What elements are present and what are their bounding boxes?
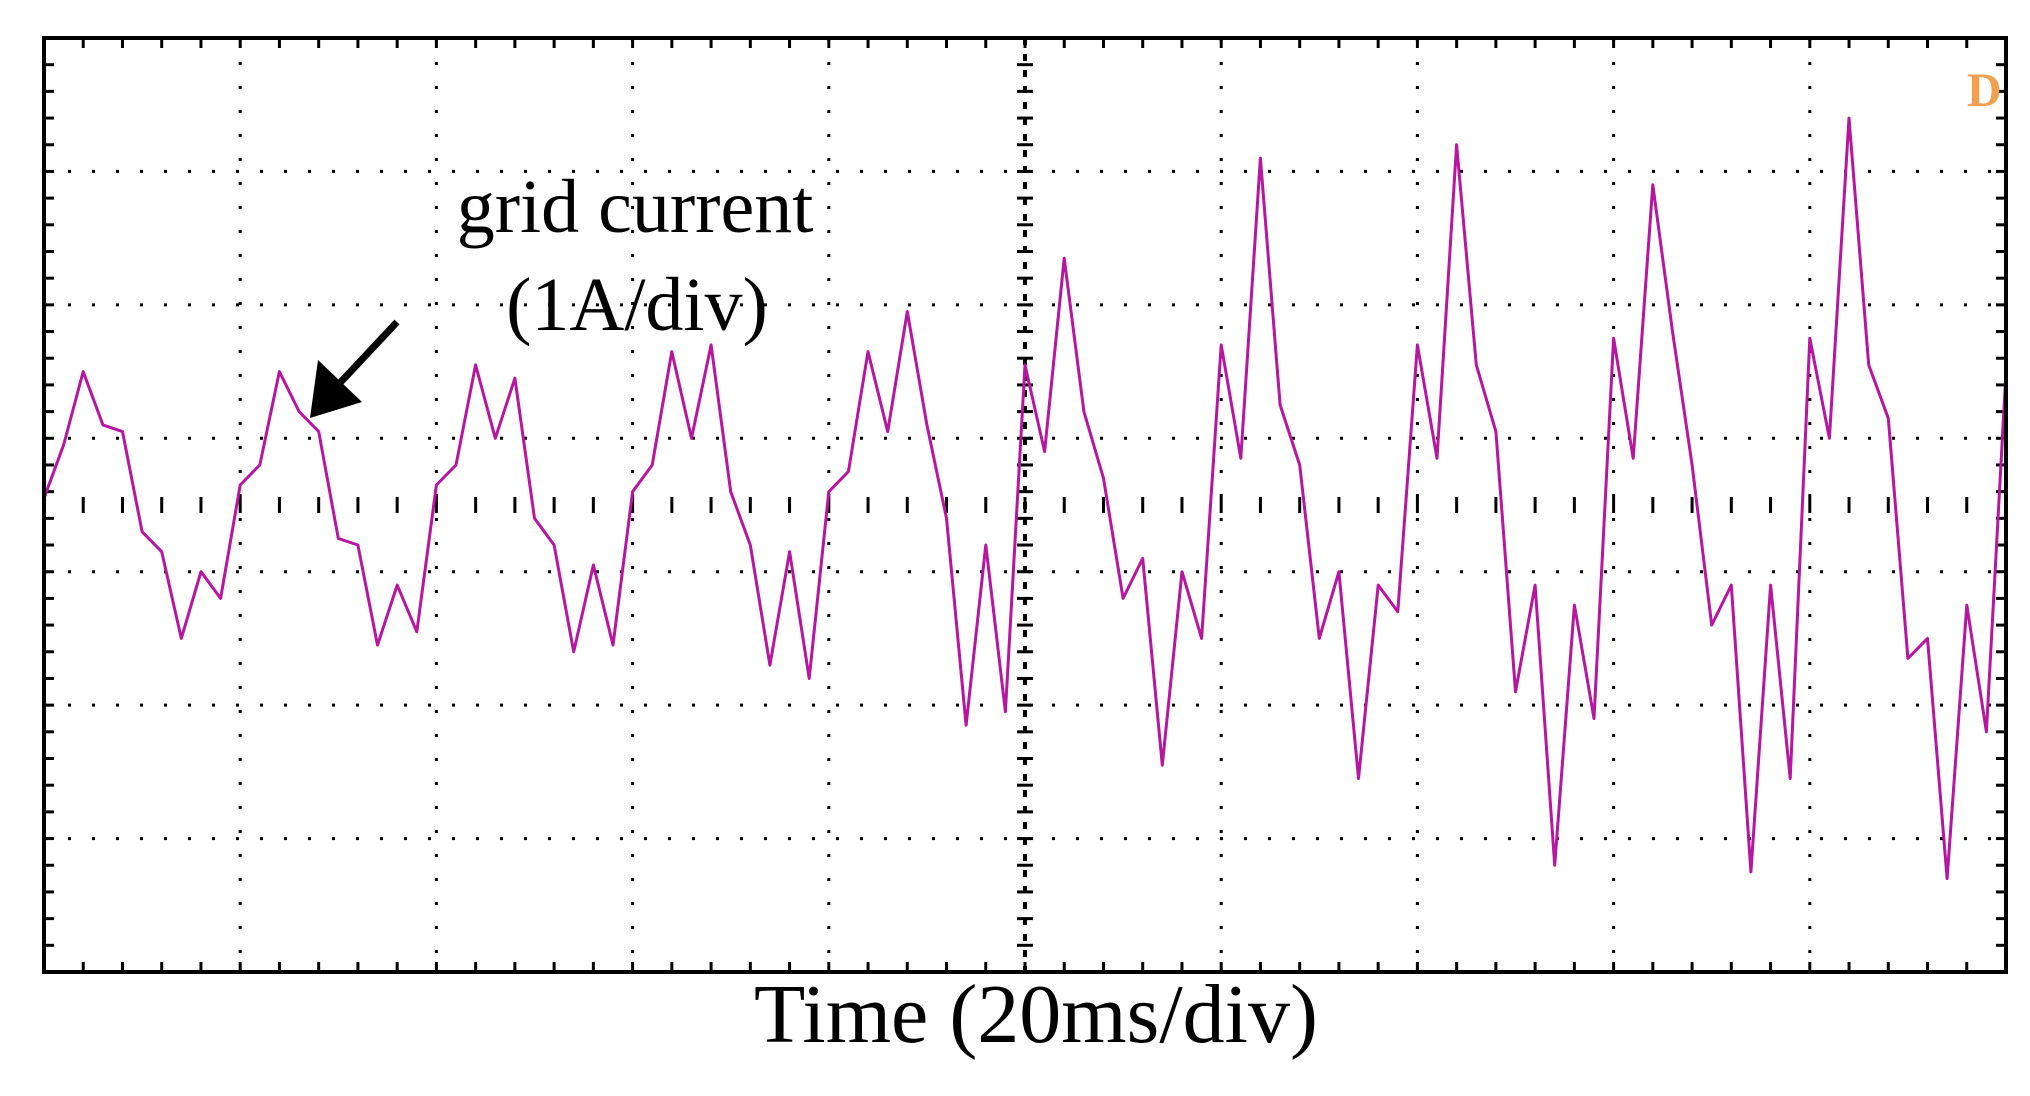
annotation-label-line1: grid current xyxy=(457,165,814,249)
x-axis-label: Time (20ms/div) xyxy=(754,968,1318,1061)
grid-current-trace xyxy=(42,116,2008,881)
annotation-arrow xyxy=(310,319,400,418)
trigger-marker-icon: D xyxy=(1967,64,2002,117)
annotation-label-line2: (1A/div) xyxy=(506,263,768,347)
plot-frame xyxy=(42,36,2008,974)
